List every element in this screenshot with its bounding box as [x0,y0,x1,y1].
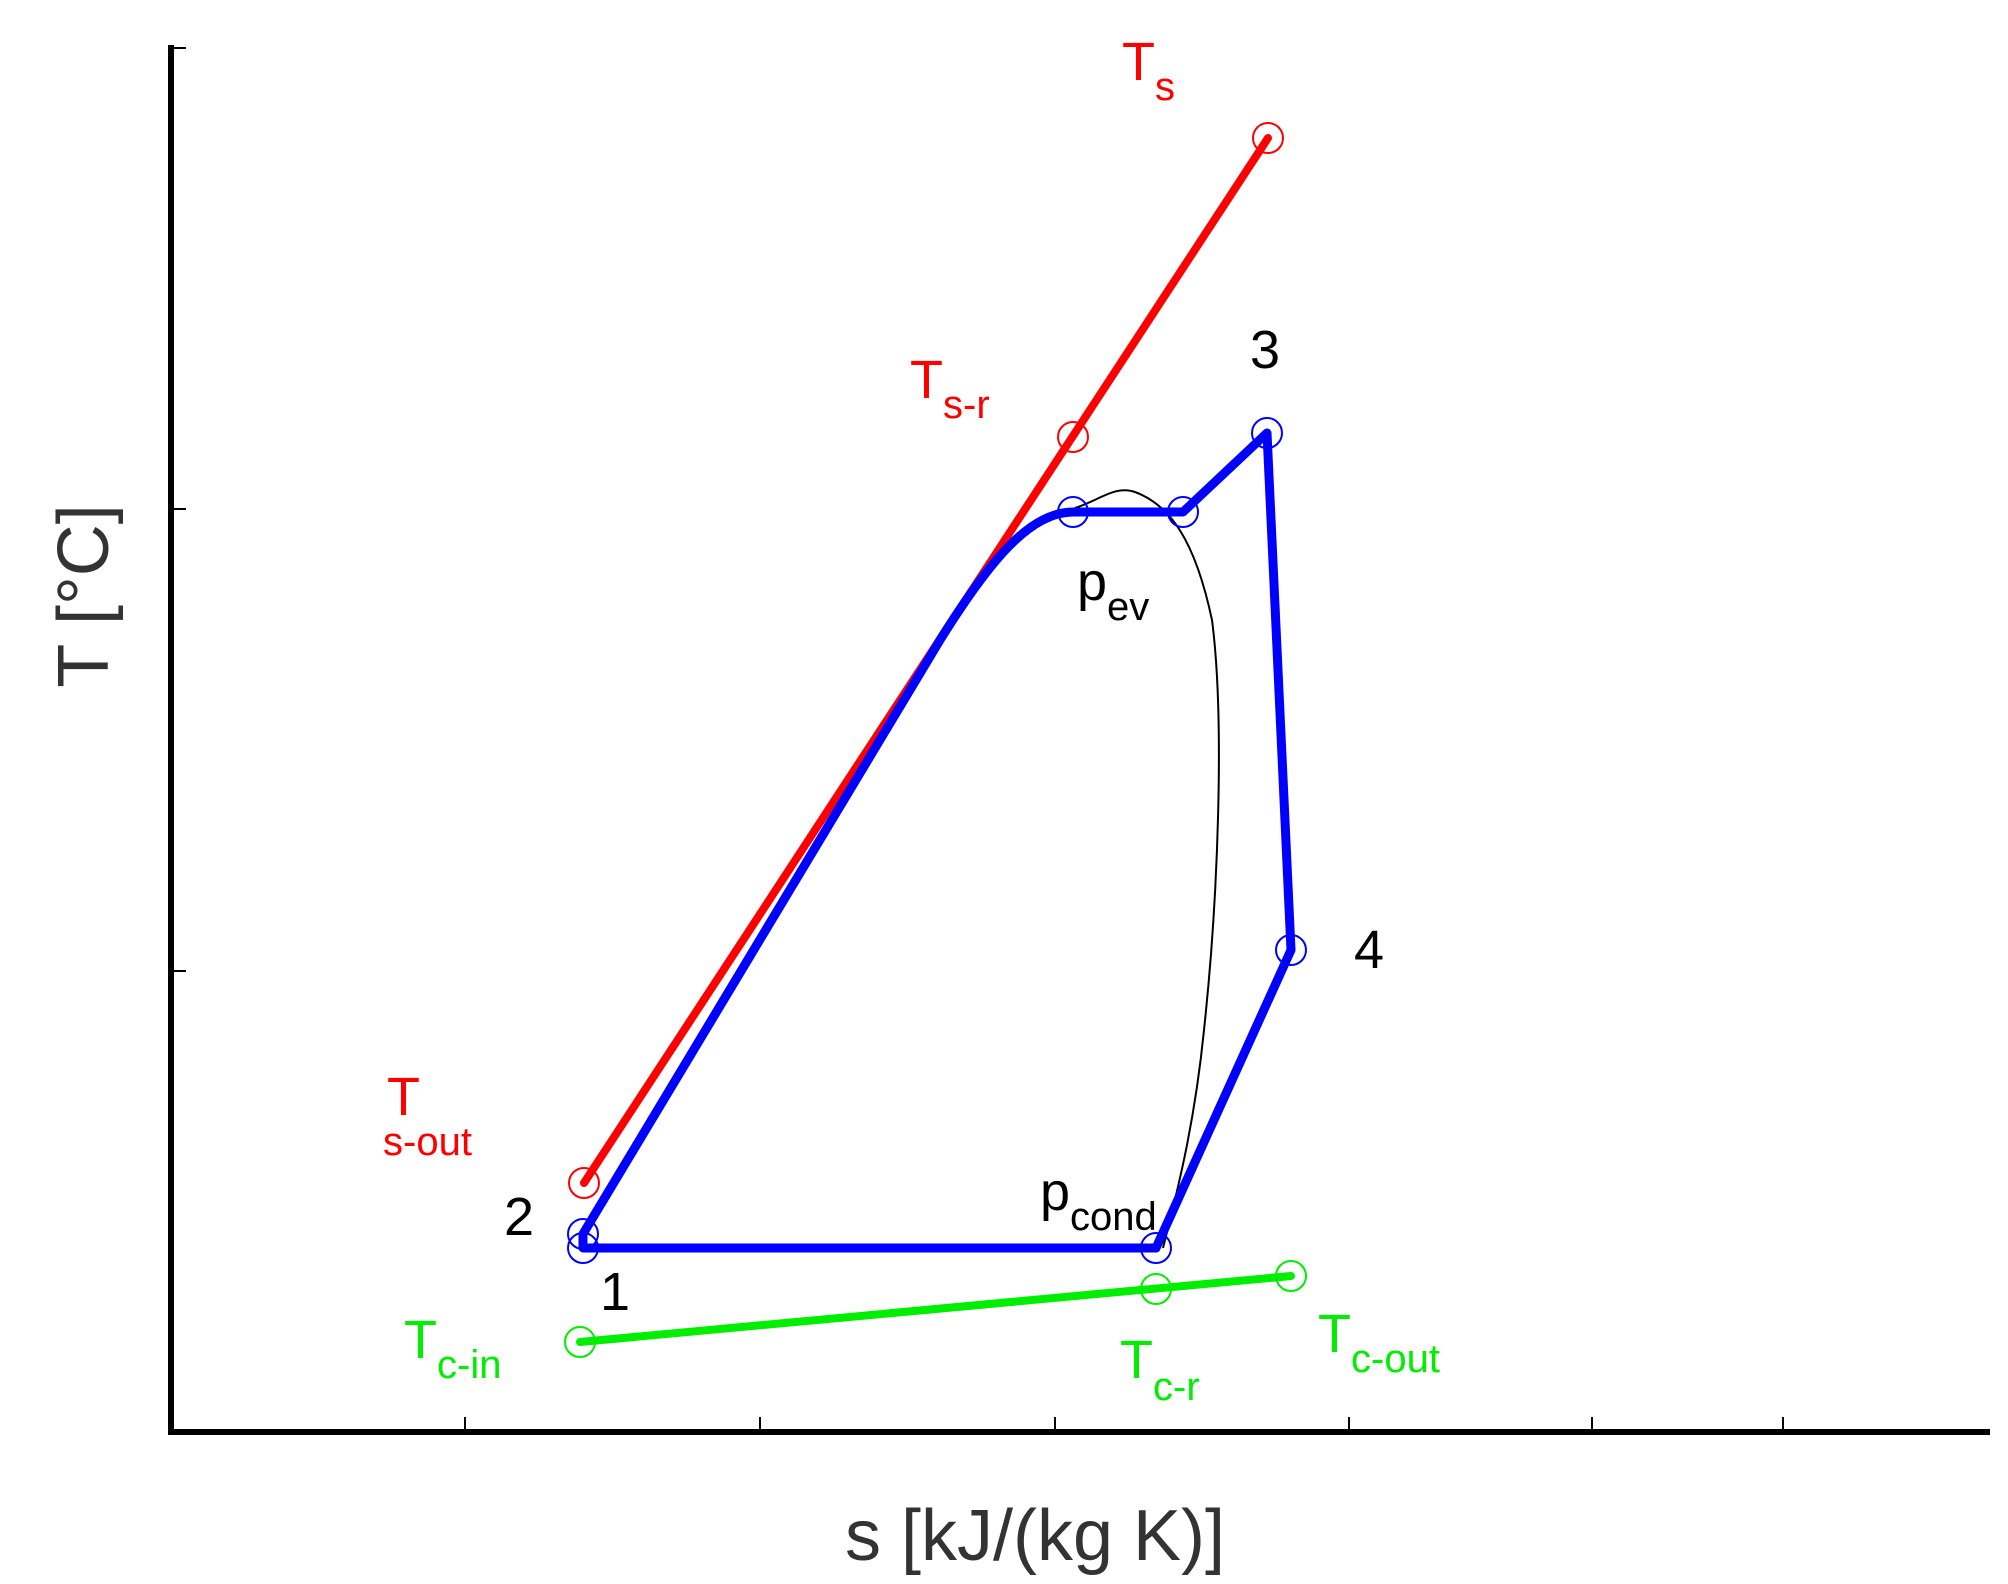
label-T-c-in: Tc-in [404,1310,501,1387]
cycle-path [567,417,1307,1264]
point-1 [567,1232,599,1264]
point-T-s [1252,122,1284,154]
point-ev-liquid [1057,496,1089,528]
point-3 [1251,417,1283,449]
x-axis-label: s [kJ/(kg K)] [845,1496,1225,1576]
label-point-1: 1 [600,1262,630,1322]
point-cond [1140,1232,1172,1264]
y-axis-label: T [°C] [44,504,124,687]
coolant-line [564,1260,1307,1358]
label-p-cond: pcond [1040,1162,1157,1239]
point-T-c-r [1140,1273,1172,1305]
point-2 [567,1218,599,1250]
point-ev-vapor [1167,496,1199,528]
point-T-s-out [568,1167,600,1199]
point-T-s-r [1057,421,1089,453]
label-p-ev: pev [1077,552,1149,629]
point-4 [1275,934,1307,966]
saturation-dome [1074,489,1220,1249]
label-point-2: 2 [504,1187,534,1247]
axes [168,45,1990,1435]
point-T-c-out [1275,1260,1307,1292]
label-T-c-r: Tc-r [1120,1330,1200,1409]
label-T-s: Ts [1122,32,1175,109]
label-point-3: 3 [1250,320,1280,380]
point-T-c-in [564,1326,596,1358]
label-T-s-r: Ts-r [910,350,990,427]
label-T-c-out: Tc-out [1318,1304,1440,1381]
label-point-4: 4 [1354,920,1384,980]
